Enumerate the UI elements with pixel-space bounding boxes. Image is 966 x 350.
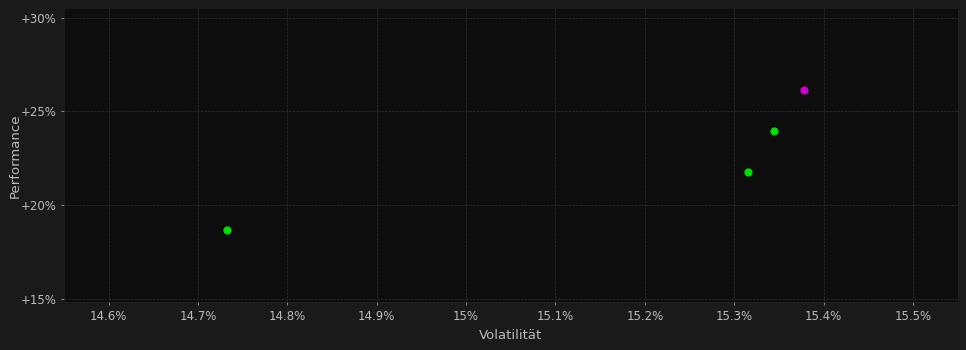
Point <box>219 228 235 233</box>
X-axis label: Volatilität: Volatilität <box>479 329 543 342</box>
Point <box>767 128 782 134</box>
Y-axis label: Performance: Performance <box>9 113 21 198</box>
Point <box>796 87 811 93</box>
Point <box>740 169 755 175</box>
